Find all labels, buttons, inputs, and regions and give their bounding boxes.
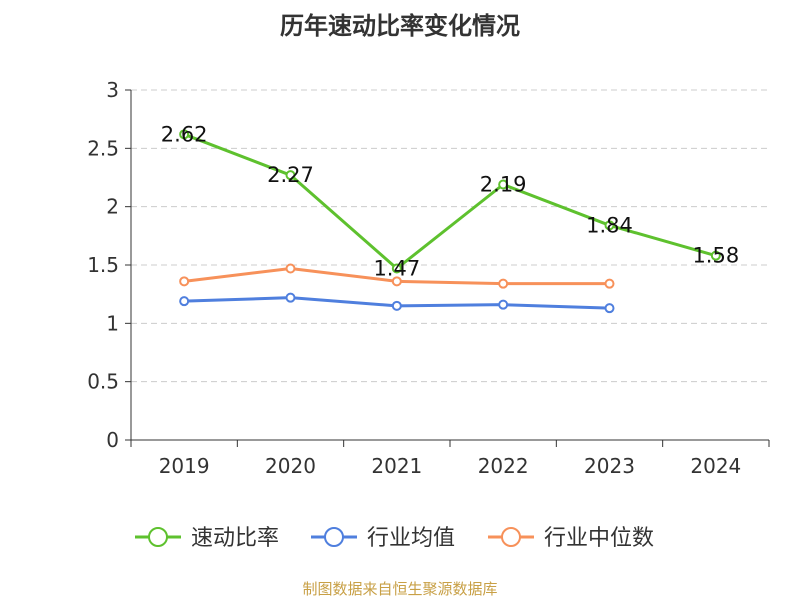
legend-marker (324, 527, 344, 547)
data-label: 1.84 (586, 213, 633, 237)
data-label: 2.27 (267, 163, 314, 187)
data-point (285, 263, 296, 274)
data-point (179, 296, 190, 307)
data-label: 2.19 (480, 173, 527, 197)
data-point (391, 263, 402, 274)
x-tick-label: 2023 (584, 454, 635, 478)
data-point (179, 129, 190, 140)
y-tick-label: 0 (106, 428, 119, 452)
data-point (391, 276, 402, 287)
data-label: 1.47 (373, 257, 420, 281)
data-point (179, 276, 190, 287)
data-point (498, 179, 509, 190)
data-point (710, 250, 721, 261)
legend-label: 行业均值 (367, 526, 455, 551)
y-tick-label: 0.5 (87, 370, 119, 394)
y-tick-label: 2.5 (87, 136, 119, 160)
data-point (498, 299, 509, 310)
data-label: 2.62 (161, 122, 208, 146)
legend-label: 行业中位数 (544, 526, 654, 551)
series-lines (179, 129, 721, 314)
x-tick-label: 2021 (371, 454, 422, 478)
legend-item-1[interactable]: 行业均值 (311, 526, 455, 551)
x-tick-label: 2024 (690, 454, 741, 478)
legend: 速动比率 行业均值 行业中位数 (135, 526, 654, 551)
legend-label: 速动比率 (191, 526, 279, 551)
legend-marker (148, 527, 168, 547)
y-tick-label: 3 (106, 78, 119, 102)
chart-title: 历年速动比率变化情况 (280, 12, 520, 40)
data-point (604, 220, 615, 231)
gridlines (131, 89, 769, 383)
x-tick-label: 2019 (159, 454, 210, 478)
series-line-0 (183, 132, 717, 270)
x-tick-label: 2022 (478, 454, 529, 478)
data-point (604, 278, 615, 289)
data-point (285, 292, 296, 303)
y-tick-label: 2 (106, 195, 119, 219)
x-tick-label: 2020 (265, 454, 316, 478)
data-point (391, 300, 402, 311)
legend-marker (501, 527, 521, 547)
data-labels: 2.62 2.27 1.47 2.19 1.84 1.58 (161, 122, 739, 280)
data-point (498, 278, 509, 289)
y-tick-label: 1 (106, 311, 119, 335)
data-point (285, 170, 296, 181)
y-tick-label: 1.5 (87, 253, 119, 277)
axes: 0 0.5 1 1.5 2 2.5 3 2019 2020 2021 2022 2023 2024 (87, 78, 770, 478)
data-label: 1.58 (692, 244, 739, 268)
source-note: 制图数据来自恒生聚源数据库 (302, 580, 498, 598)
legend-item-2[interactable]: 行业中位数 (488, 526, 654, 551)
data-point (604, 303, 615, 314)
legend-item-0[interactable]: 速动比率 (135, 526, 279, 551)
